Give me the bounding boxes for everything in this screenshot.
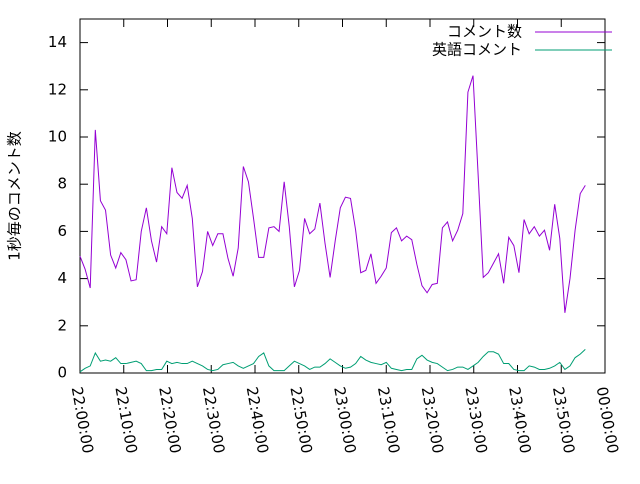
series-line bbox=[79, 75, 586, 313]
x-tick-label: 22:10:00 bbox=[111, 385, 140, 454]
x-tick-label: 22:00:00 bbox=[68, 385, 97, 454]
legend-label: コメント数 bbox=[447, 23, 522, 41]
y-tick-label: 12 bbox=[48, 80, 67, 98]
series-line bbox=[79, 349, 586, 373]
x-tick-label: 23:10:00 bbox=[374, 385, 403, 454]
x-tick-label: 23:50:00 bbox=[549, 385, 578, 454]
x-tick-label: 23:30:00 bbox=[461, 385, 490, 454]
plot-frame bbox=[79, 18, 606, 374]
x-tick-label: 23:00:00 bbox=[330, 385, 359, 454]
y-tick-label: 2 bbox=[57, 316, 67, 334]
y-tick-label: 8 bbox=[57, 175, 67, 193]
y-tick-label: 6 bbox=[57, 222, 67, 240]
x-tick-label: 00:00:00 bbox=[593, 385, 622, 454]
legend-label: 英語コメント bbox=[432, 41, 522, 59]
x-tick-label: 22:30:00 bbox=[199, 385, 228, 454]
y-tick-label: 10 bbox=[48, 128, 67, 146]
x-tick-label: 23:20:00 bbox=[418, 385, 447, 454]
x-tick-label: 23:40:00 bbox=[505, 385, 534, 454]
x-tick-label: 22:20:00 bbox=[155, 385, 184, 454]
y-tick-label: 4 bbox=[57, 269, 67, 287]
y-tick-label: 0 bbox=[57, 364, 67, 382]
x-tick-label: 22:50:00 bbox=[286, 385, 315, 454]
y-axis-label: 1秒毎のコメント数 bbox=[6, 131, 24, 261]
y-tick-label: 14 bbox=[48, 33, 67, 51]
x-tick-label: 22:40:00 bbox=[243, 385, 272, 454]
